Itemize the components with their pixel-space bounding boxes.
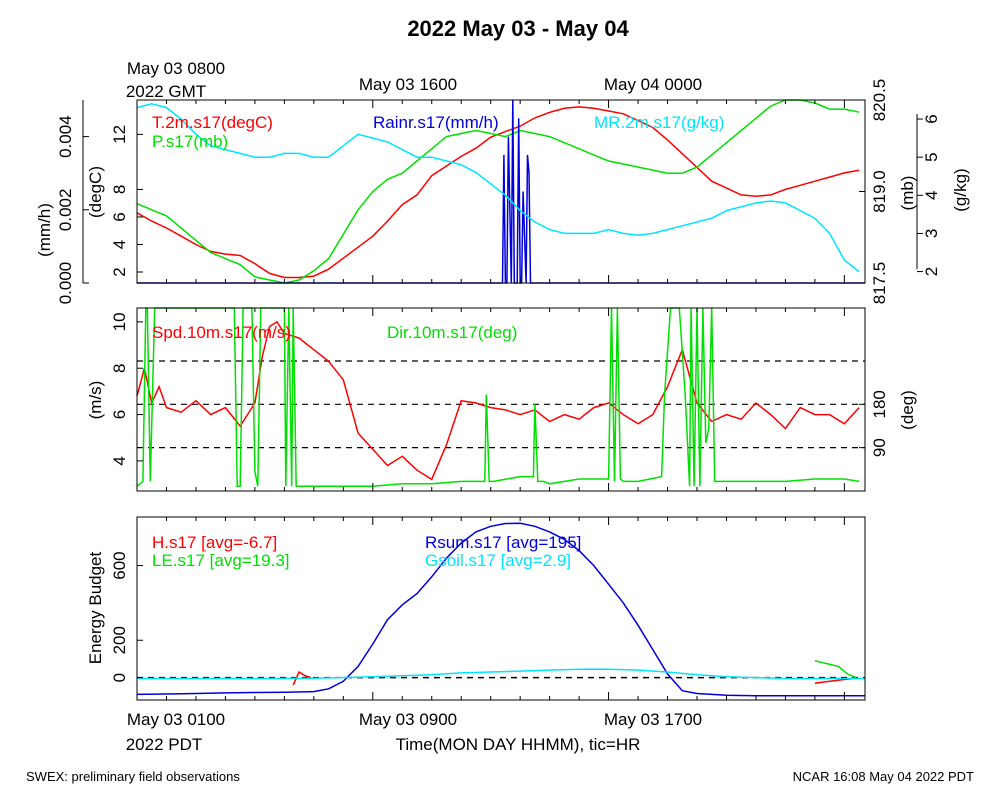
bottom-axis-label-2: May 03 0900	[359, 710, 457, 729]
legend-gsoil: Gsoil.s17 [avg=2.9]	[425, 551, 571, 570]
energy-tick-label: 200	[110, 626, 129, 654]
pres-tick-label: 819.0	[870, 170, 889, 213]
pres-axis-label: (mb)	[898, 176, 917, 211]
legend-rsum: Rsum.s17 [avg=195]	[425, 533, 581, 552]
pres-tick-label: 817.5	[870, 262, 889, 305]
chart-title: 2022 May 03 - May 04	[407, 16, 629, 41]
spd-tick-label: 10	[110, 312, 129, 331]
x-axis-title: Time(MON DAY HHMM), tic=HR	[396, 735, 641, 754]
mr-tick-label: 2	[922, 267, 941, 276]
rain-axis-label: (mm/h)	[35, 203, 54, 257]
series-line-le	[814, 660, 857, 679]
temp-tick-label: 8	[110, 185, 129, 194]
dir-axis-label: (deg)	[898, 390, 917, 430]
series-line-spd	[136, 320, 860, 481]
mr-tick-label: 3	[922, 229, 941, 238]
legend-h: H.s17 [avg=-6.7]	[152, 533, 277, 552]
mr-tick-label: 5	[922, 152, 941, 161]
top-axis-label-3: May 04 0000	[604, 75, 702, 94]
mr-tick-label: 6	[922, 114, 941, 123]
dir-tick-label: 90	[870, 438, 889, 457]
top-axis-sublabel: 2022 GMT	[126, 82, 206, 101]
met-panel: 0.000 0.002 0.004 2 4 6 8 12 817.5 819.0 820.5 2 3 4 5…	[35, 79, 970, 305]
energy-panel: 0 200 600 Energy Budget H.s17 [avg=-6.7] L…	[86, 516, 866, 701]
dir-tick-label: 180	[870, 390, 889, 418]
rain-tick-label: 0.002	[56, 189, 75, 232]
spd-tick-label: 8	[110, 363, 129, 372]
bottom-axis-sublabel: 2022 PDT	[126, 735, 203, 754]
series-line-t	[136, 106, 860, 279]
footer-left: SWEX: preliminary field observations	[26, 769, 240, 784]
temp-axis-label: (degC)	[86, 166, 105, 218]
top-axis-label-2: May 03 1600	[359, 75, 457, 94]
temp-tick-label: 2	[110, 267, 129, 276]
energy-panel-frame	[136, 516, 866, 701]
mr-axis-label: (g/kg)	[951, 168, 970, 211]
mr-tick-label: 4	[922, 191, 941, 200]
temp-tick-label: 12	[110, 125, 129, 144]
legend-dir: Dir.10m.s17(deg)	[387, 323, 517, 342]
pres-tick-label: 820.5	[870, 79, 889, 122]
energy-axis-label: Energy Budget	[86, 551, 105, 664]
energy-tick-label: 600	[110, 551, 129, 579]
spd-tick-label: 6	[110, 410, 129, 419]
series-line-rsum	[136, 522, 865, 697]
energy-tick-label: 0	[110, 673, 129, 682]
rain-tick-label: 0.000	[56, 262, 75, 305]
legend-rain: Rainr.s17(mm/h)	[373, 113, 499, 132]
legend-temp: T.2m.s17(degC)	[152, 113, 273, 132]
wind-panel-frame	[136, 307, 866, 492]
bottom-axis-label-1: May 03 0100	[127, 710, 225, 729]
temp-tick-label: 6	[110, 212, 129, 221]
spd-axis-label: (m/s)	[86, 381, 105, 420]
rain-tick-label: 0.004	[56, 115, 75, 158]
series-line-mr	[136, 103, 860, 273]
temp-tick-label: 4	[110, 240, 129, 249]
legend-le: LE.s17 [avg=19.3]	[152, 551, 290, 570]
bottom-axis-label-3: May 03 1700	[604, 710, 702, 729]
legend-mr: MR.2m.s17(g/kg)	[594, 113, 724, 132]
spd-tick-label: 4	[110, 456, 129, 465]
legend-spd: Spd.10m.s17(m/s)	[152, 323, 291, 342]
series-line-gsoil	[137, 668, 865, 680]
series-line-p	[136, 99, 860, 284]
footer-right: NCAR 16:08 May 04 2022 PDT	[793, 769, 974, 784]
legend-pres: P.s17(mb)	[152, 132, 228, 151]
top-axis-label-1: May 03 0800	[127, 59, 225, 78]
